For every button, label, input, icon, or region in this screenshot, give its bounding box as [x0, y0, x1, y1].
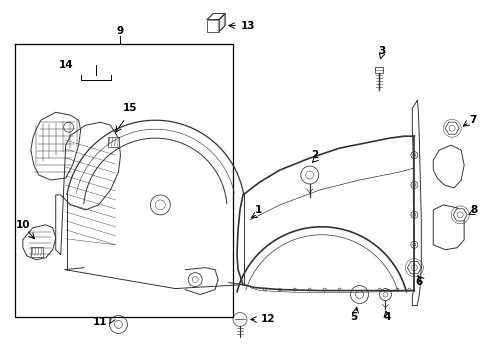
Polygon shape — [452, 209, 466, 221]
Circle shape — [114, 320, 122, 328]
Circle shape — [109, 315, 127, 333]
Text: 15: 15 — [123, 103, 138, 113]
Circle shape — [355, 291, 363, 298]
Text: 3: 3 — [377, 45, 385, 55]
Bar — [375, 67, 383, 73]
Text: 9: 9 — [117, 26, 124, 36]
Text: 13: 13 — [240, 21, 255, 31]
Circle shape — [410, 265, 416, 271]
Circle shape — [448, 125, 454, 131]
Bar — [207, 20, 219, 32]
Text: 6: 6 — [415, 276, 422, 287]
Text: 4: 4 — [383, 312, 390, 323]
Circle shape — [305, 171, 313, 179]
Bar — [107, 137, 119, 147]
Polygon shape — [219, 14, 224, 32]
Circle shape — [350, 285, 368, 303]
Polygon shape — [407, 262, 421, 274]
Text: 1: 1 — [254, 205, 261, 215]
Circle shape — [379, 289, 390, 301]
Polygon shape — [444, 122, 458, 134]
Bar — [31, 247, 42, 257]
Text: 7: 7 — [468, 115, 476, 125]
Text: 12: 12 — [260, 314, 275, 324]
Circle shape — [233, 312, 246, 327]
Text: 5: 5 — [349, 312, 356, 323]
Text: 10: 10 — [16, 220, 30, 230]
Text: 2: 2 — [310, 150, 318, 160]
Text: 14: 14 — [58, 60, 73, 71]
Text: 11: 11 — [93, 318, 107, 328]
Circle shape — [382, 292, 387, 297]
Circle shape — [456, 212, 462, 218]
Text: 8: 8 — [469, 205, 477, 215]
Circle shape — [300, 166, 318, 184]
Polygon shape — [207, 14, 224, 20]
